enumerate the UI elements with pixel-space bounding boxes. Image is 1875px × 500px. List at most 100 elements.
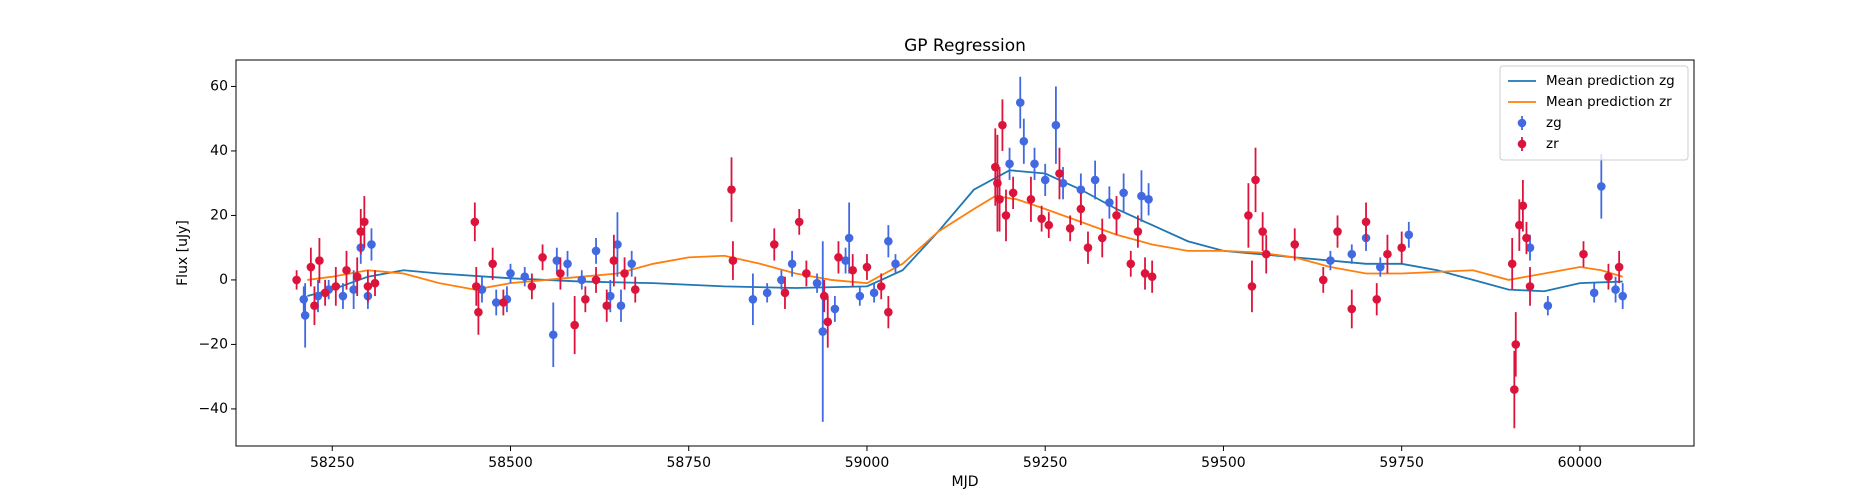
data-point <box>1515 220 1524 230</box>
data-point <box>834 253 843 262</box>
data-point <box>1347 249 1357 259</box>
data-point <box>823 317 833 327</box>
data-point <box>855 291 865 301</box>
data-point <box>1112 211 1121 220</box>
data-point <box>876 282 886 291</box>
data-point <box>848 265 858 275</box>
data-point <box>609 256 619 265</box>
data-point <box>1333 227 1342 236</box>
data-point <box>538 253 547 262</box>
data-point <box>591 275 601 285</box>
legend-swatch <box>1517 139 1527 149</box>
data-point <box>620 269 629 278</box>
y-tick-label: 40 <box>210 143 228 159</box>
data-point <box>349 285 358 294</box>
data-point <box>1589 288 1599 298</box>
data-point <box>1044 220 1054 230</box>
x-tick-label: 58750 <box>666 455 711 471</box>
data-point <box>884 236 893 246</box>
data-point <box>474 307 483 317</box>
data-point <box>1001 211 1011 220</box>
data-point <box>1404 230 1414 240</box>
data-point <box>1511 340 1521 349</box>
data-point <box>995 195 1004 204</box>
data-point <box>577 275 587 285</box>
y-axis-label: Flux [uJy] <box>175 220 191 286</box>
data-point <box>1604 272 1613 282</box>
data-point <box>1144 195 1153 204</box>
data-point <box>777 275 786 285</box>
data-point <box>1005 159 1014 169</box>
data-point <box>891 259 900 269</box>
data-point <box>331 282 341 291</box>
data-point <box>1119 188 1128 198</box>
data-point <box>1579 249 1588 259</box>
data-point <box>1040 175 1050 185</box>
data-point <box>370 278 380 288</box>
legend-swatch <box>1517 118 1527 128</box>
data-point <box>1543 301 1553 311</box>
data-point <box>1258 227 1267 236</box>
data-point <box>306 262 316 272</box>
data-point <box>1065 224 1075 233</box>
data-point <box>616 301 626 311</box>
data-point <box>1507 259 1517 269</box>
data-point <box>1015 98 1025 107</box>
data-point <box>812 278 822 288</box>
data-point <box>1347 304 1357 314</box>
y-tick-label: 0 <box>219 272 228 288</box>
x-tick-label: 59250 <box>1023 455 1068 471</box>
data-point <box>1083 243 1093 252</box>
data-point <box>1614 262 1624 272</box>
data-point <box>613 240 622 249</box>
legend-label: zg <box>1546 115 1562 131</box>
data-point <box>1244 211 1253 220</box>
data-point <box>1251 175 1260 185</box>
data-point <box>1008 188 1018 198</box>
data-point <box>818 327 828 336</box>
x-tick-label: 59500 <box>1201 455 1246 471</box>
data-point <box>1361 217 1371 227</box>
data-point <box>1522 233 1531 243</box>
data-point <box>862 262 872 272</box>
y-tick-label: 60 <box>210 78 228 94</box>
data-point <box>1051 120 1061 130</box>
data-point <box>591 246 601 256</box>
data-point <box>1318 275 1328 285</box>
data-point <box>292 275 301 285</box>
data-point <box>367 240 376 249</box>
data-point <box>1397 243 1406 252</box>
data-point <box>299 294 309 304</box>
data-point <box>1030 159 1039 169</box>
data-point <box>563 259 572 269</box>
data-point <box>552 256 562 265</box>
data-point <box>570 320 579 330</box>
data-point <box>1037 214 1046 223</box>
data-point <box>602 301 612 311</box>
data-point <box>488 259 497 269</box>
data-point <box>1105 198 1114 207</box>
x-tick-label: 59000 <box>845 455 890 471</box>
y-tick-label: −20 <box>198 336 228 352</box>
data-point <box>360 217 369 227</box>
data-point <box>830 304 840 314</box>
data-point <box>471 282 481 291</box>
data-point <box>769 240 779 249</box>
data-point <box>520 272 530 282</box>
data-point <box>748 294 758 304</box>
data-point <box>1326 256 1335 265</box>
data-point <box>342 265 351 275</box>
legend-box <box>1499 65 1689 161</box>
data-point <box>1055 169 1064 178</box>
data-point <box>1525 282 1535 291</box>
data-point <box>1597 182 1606 191</box>
data-point <box>1076 185 1086 194</box>
data-point <box>338 291 348 301</box>
data-point <box>627 259 636 269</box>
data-point <box>802 269 811 278</box>
data-point <box>315 256 324 265</box>
data-point <box>844 233 854 243</box>
x-tick-label: 60000 <box>1558 455 1603 471</box>
data-point <box>310 301 319 311</box>
